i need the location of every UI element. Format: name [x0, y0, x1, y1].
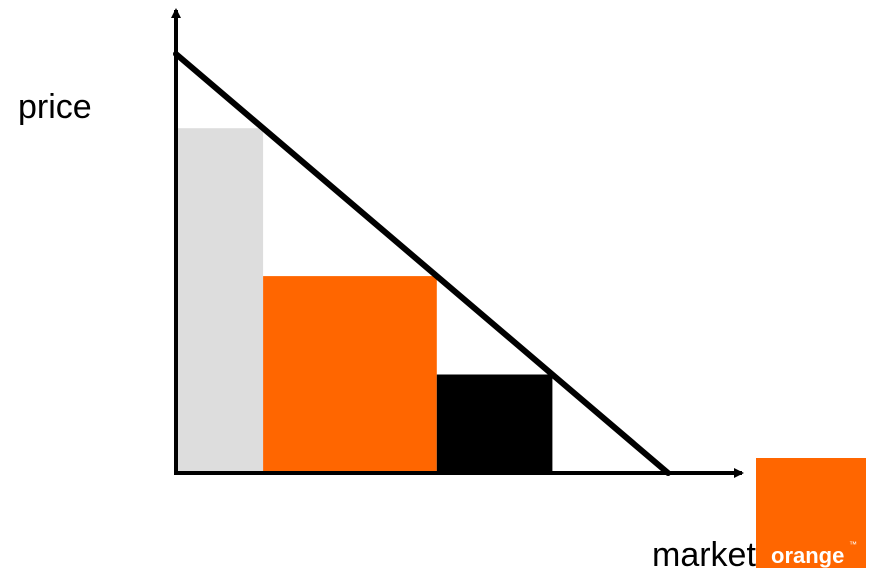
- segment-3: [436, 374, 553, 473]
- orange-logo: orange ™: [756, 458, 866, 568]
- segment-1: [176, 128, 264, 473]
- orange-logo-text: orange: [771, 543, 844, 568]
- segments-layer: [176, 128, 553, 473]
- orange-logo-square: [756, 458, 866, 568]
- orange-logo-trademark: ™: [849, 540, 857, 549]
- y-axis-label: price: [18, 88, 92, 126]
- x-axis-label: market: [652, 536, 756, 569]
- segment-2: [263, 276, 437, 473]
- demand-line: [173, 51, 671, 476]
